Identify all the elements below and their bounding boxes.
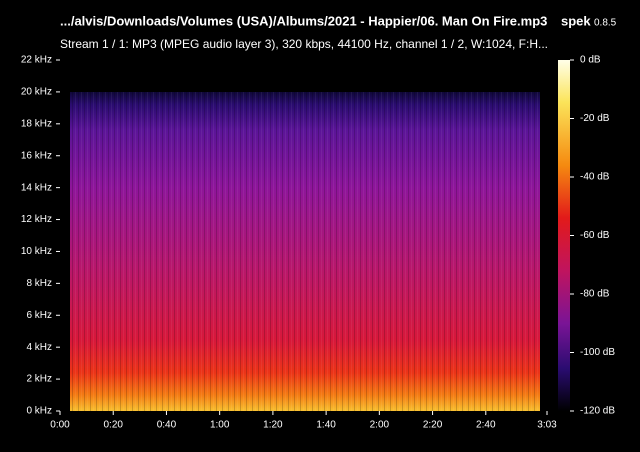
y-tick-label: 0 kHz: [26, 406, 52, 417]
colorbar-tick-label: 0 dB: [580, 55, 601, 66]
y-tick-label: 4 kHz: [26, 342, 52, 353]
y-tick-label: 18 kHz: [21, 118, 52, 129]
x-tick-label: 2:40: [476, 420, 496, 431]
y-tick-label: 14 kHz: [21, 182, 52, 193]
x-tick-label: 1:00: [210, 420, 230, 431]
x-tick-label: 3:03: [537, 420, 557, 431]
y-tick-label: 2 kHz: [26, 374, 52, 385]
x-tick-label: 1:20: [263, 420, 283, 431]
y-tick-label: 12 kHz: [21, 214, 52, 225]
spectrogram-texture: [70, 92, 540, 411]
x-tick-label: 2:00: [370, 420, 390, 431]
stream-info: Stream 1 / 1: MP3 (MPEG audio layer 3), …: [60, 37, 548, 51]
colorbar-tick-label: -60 dB: [580, 230, 610, 241]
y-tick-label: 16 kHz: [21, 150, 52, 161]
colorbar-tick-label: -80 dB: [580, 289, 610, 300]
colorbar-tick-label: -20 dB: [580, 113, 610, 124]
x-tick-label: 1:40: [316, 420, 336, 431]
colorbar: [558, 60, 570, 411]
x-tick-label: 0:40: [157, 420, 177, 431]
colorbar-tick-label: -100 dB: [580, 347, 615, 358]
y-tick-label: 6 kHz: [26, 310, 52, 321]
y-tick-label: 10 kHz: [21, 246, 52, 257]
y-tick-label: 22 kHz: [21, 55, 52, 66]
colorbar-tick-label: -120 dB: [580, 406, 615, 417]
app-name: spek: [561, 13, 591, 28]
x-tick-label: 0:20: [103, 420, 123, 431]
x-tick-label: 0:00: [50, 420, 70, 431]
x-tick-label: 2:20: [423, 420, 443, 431]
colorbar-tick-label: -40 dB: [580, 172, 610, 183]
y-tick-label: 20 kHz: [21, 87, 52, 98]
file-title: .../alvis/Downloads/Volumes (USA)/Albums…: [60, 13, 547, 28]
y-tick-label: 8 kHz: [26, 278, 52, 289]
app-version: 0.8.5: [594, 18, 617, 29]
